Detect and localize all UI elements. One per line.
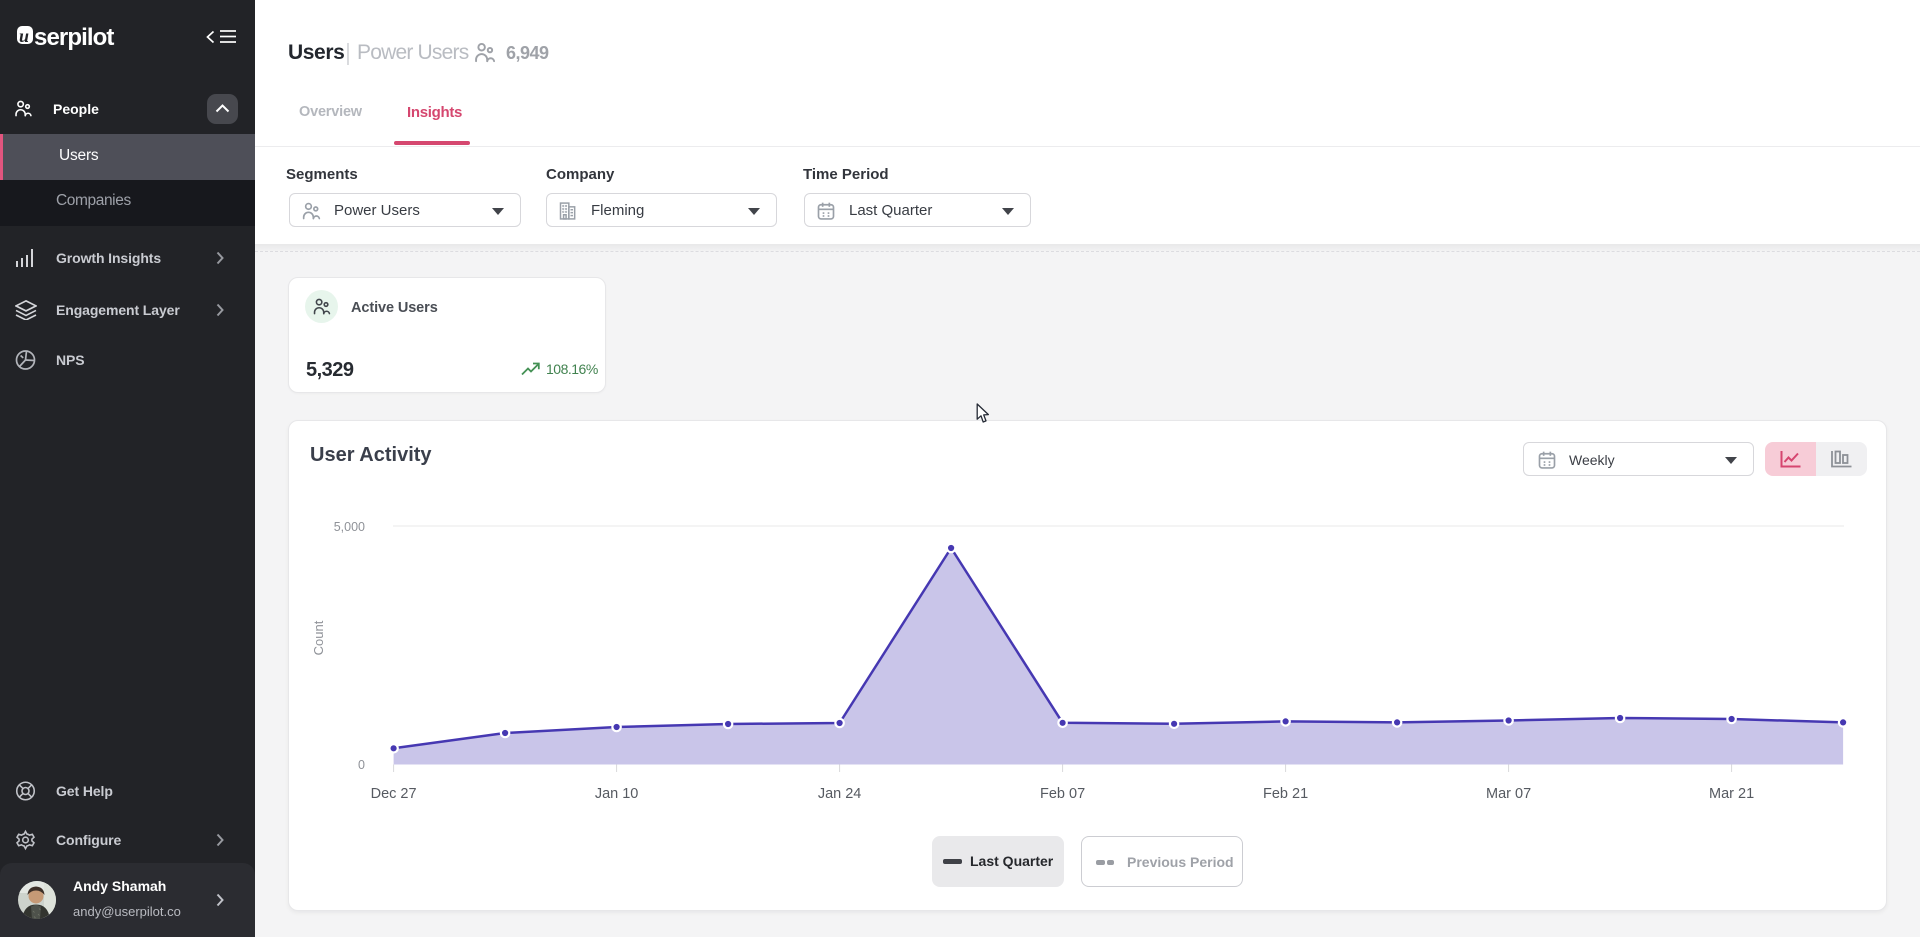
svg-text:Dec 27: Dec 27 — [371, 786, 417, 802]
svg-text:Jan 24: Jan 24 — [818, 786, 862, 802]
svg-text:Feb 07: Feb 07 — [1040, 786, 1085, 802]
svg-text:Jan 10: Jan 10 — [595, 786, 639, 802]
svg-text:Count: Count — [311, 620, 326, 655]
svg-text:Feb 21: Feb 21 — [1263, 786, 1308, 802]
svg-text:Mar 21: Mar 21 — [1709, 786, 1754, 802]
svg-text:Mar 07: Mar 07 — [1486, 786, 1531, 802]
svg-text:0: 0 — [358, 758, 365, 772]
svg-text:5,000: 5,000 — [334, 520, 365, 534]
